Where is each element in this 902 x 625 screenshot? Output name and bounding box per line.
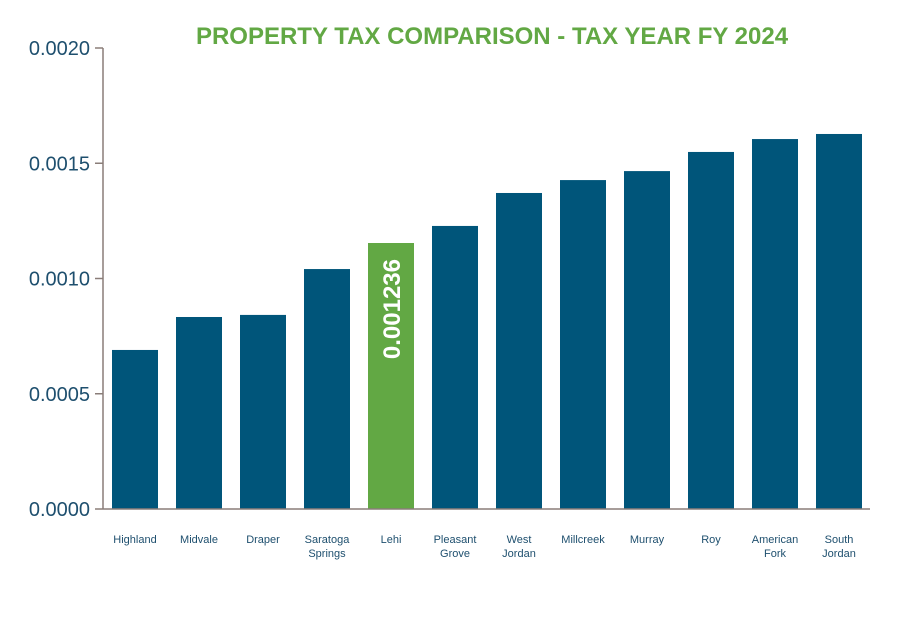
- x-tick-label: Jordan: [822, 548, 856, 560]
- bar: [496, 192, 542, 509]
- bar: [176, 316, 222, 509]
- x-tick-label: American: [752, 534, 798, 546]
- bar: [688, 151, 734, 509]
- x-tick-label: Midvale: [180, 534, 218, 546]
- bars: 0.001236: [112, 133, 862, 510]
- bar: [368, 243, 414, 510]
- x-tick-label: Highland: [113, 534, 156, 546]
- bar: [432, 225, 478, 510]
- y-tick-label: 0.0015: [29, 153, 90, 175]
- x-tick-label: Springs: [308, 548, 346, 560]
- data-label: 0.001236: [379, 259, 406, 359]
- y-tick-label: 0.0000: [29, 499, 90, 521]
- x-axis-labels: Highland Midvale Draper Saratoga Springs Lehi…: [113, 534, 856, 560]
- bar: [112, 349, 158, 509]
- y-axis: 0.0000 0.0005 0.0010 0.0015 0.0020: [29, 38, 104, 521]
- x-tick-label: Pleasant: [434, 534, 477, 546]
- chart-title: PROPERTY TAX COMPARISON - TAX YEAR FY 20…: [196, 23, 789, 50]
- x-tick-label: Fork: [764, 548, 787, 560]
- y-tick-label: 0.0020: [29, 38, 90, 60]
- bar: [624, 171, 670, 509]
- x-tick-label: Grove: [440, 548, 470, 560]
- x-tick-label: Saratoga: [305, 534, 351, 546]
- x-tick-label: Millcreek: [561, 534, 605, 546]
- x-tick-label: Jordan: [502, 548, 536, 560]
- bar: [304, 269, 350, 509]
- bar: [240, 314, 286, 509]
- x-tick-label: South: [825, 534, 854, 546]
- x-tick-label: Roy: [701, 534, 721, 546]
- x-tick-label: West: [507, 534, 532, 546]
- y-tick-label: 0.0010: [29, 269, 90, 291]
- x-tick-label: Murray: [630, 534, 665, 546]
- x-tick-label: Draper: [246, 534, 280, 546]
- y-tick-label: 0.0005: [29, 384, 90, 406]
- x-tick-label: Lehi: [381, 534, 402, 546]
- bar: [816, 133, 862, 509]
- bar: [752, 139, 798, 510]
- bar: [560, 180, 606, 509]
